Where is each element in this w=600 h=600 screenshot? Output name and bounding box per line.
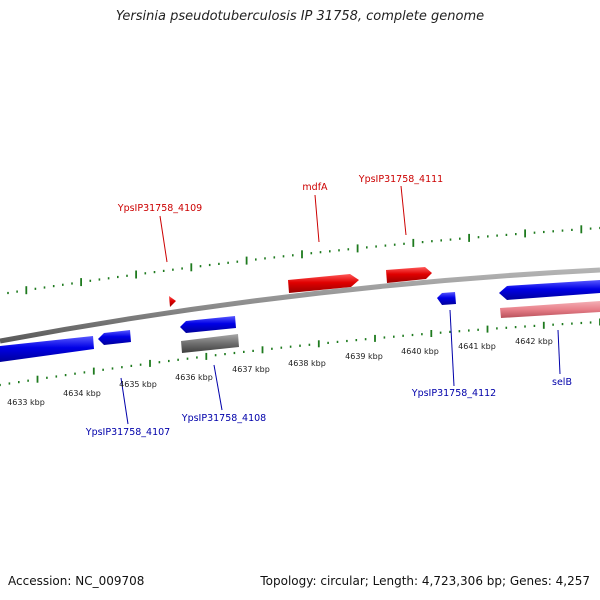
scale-label: 4639 kbp: [345, 352, 383, 361]
label-leader-selb: [557, 329, 561, 375]
gene-ypsip31758-4109-arrow[interactable]: [169, 296, 176, 307]
accession-text: Accession: NC_009708: [8, 574, 145, 588]
gene-label-ypsip31758-4107[interactable]: YpsIP31758_4107: [85, 427, 170, 438]
label-leader-ypsip31758-4107: [120, 377, 129, 425]
genome-backbone: [0, 267, 600, 344]
reverse-strand-ticks: [0, 318, 600, 387]
gene-ypsip31758-4112-arrow[interactable]: [437, 292, 456, 305]
label-leader-ypsip31758-4108: [213, 364, 223, 411]
gene-ypsip31758-4107-b-arrow[interactable]: [98, 330, 131, 345]
gene-label-mdfa[interactable]: mdfA: [302, 182, 328, 193]
gene-mdfa-arrow[interactable]: [288, 274, 359, 293]
scale-label: 4634 kbp: [63, 389, 101, 398]
scale-label: 4635 kbp: [119, 380, 157, 389]
scale-label: 4636 kbp: [175, 373, 213, 382]
scale-labels: 4633 kbp 4634 kbp 4635 kbp 4636 kbp 4637…: [7, 337, 553, 407]
gene-ypsip31758-4111-arrow[interactable]: [386, 267, 432, 283]
topology-text: Topology: circular; Length: 4,723,306 bp…: [260, 574, 590, 588]
label-leader-ypsip31758-4109: [159, 215, 168, 263]
gene-label-ypsip31758-4112[interactable]: YpsIP31758_4112: [411, 388, 496, 399]
scale-label: 4637 kbp: [232, 365, 270, 374]
scale-label: 4638 kbp: [288, 359, 326, 368]
gene-ypsip31758-4107-a-arrow[interactable]: [0, 336, 94, 362]
label-leader-ypsip31758-4111: [400, 185, 407, 236]
scale-label: 4641 kbp: [458, 342, 496, 351]
scale-label: 4633 kbp: [7, 398, 45, 407]
gene-ypsip31758-4108-gray-feature[interactable]: [181, 334, 239, 353]
gene-selb-pink-feature[interactable]: [500, 301, 600, 318]
gene-label-ypsip31758-4111[interactable]: YpsIP31758_4111: [358, 174, 443, 185]
gene-label-ypsip31758-4109[interactable]: YpsIP31758_4109: [117, 203, 202, 214]
label-leader-ypsip31758-4112: [449, 309, 455, 387]
gene-label-ypsip31758-4108[interactable]: YpsIP31758_4108: [181, 413, 266, 424]
scale-label: 4640 kbp: [401, 347, 439, 356]
gene-label-selb[interactable]: selB: [552, 377, 572, 388]
label-leader-mdfa: [314, 194, 320, 243]
genome-title: Yersinia pseudotuberculosis IP 31758, co…: [115, 9, 485, 24]
forward-strand-ticks: [7, 225, 600, 295]
scale-label: 4642 kbp: [515, 337, 553, 346]
gene-selb-arrow[interactable]: [499, 280, 600, 300]
gene-ypsip31758-4108-arrow[interactable]: [180, 316, 236, 333]
